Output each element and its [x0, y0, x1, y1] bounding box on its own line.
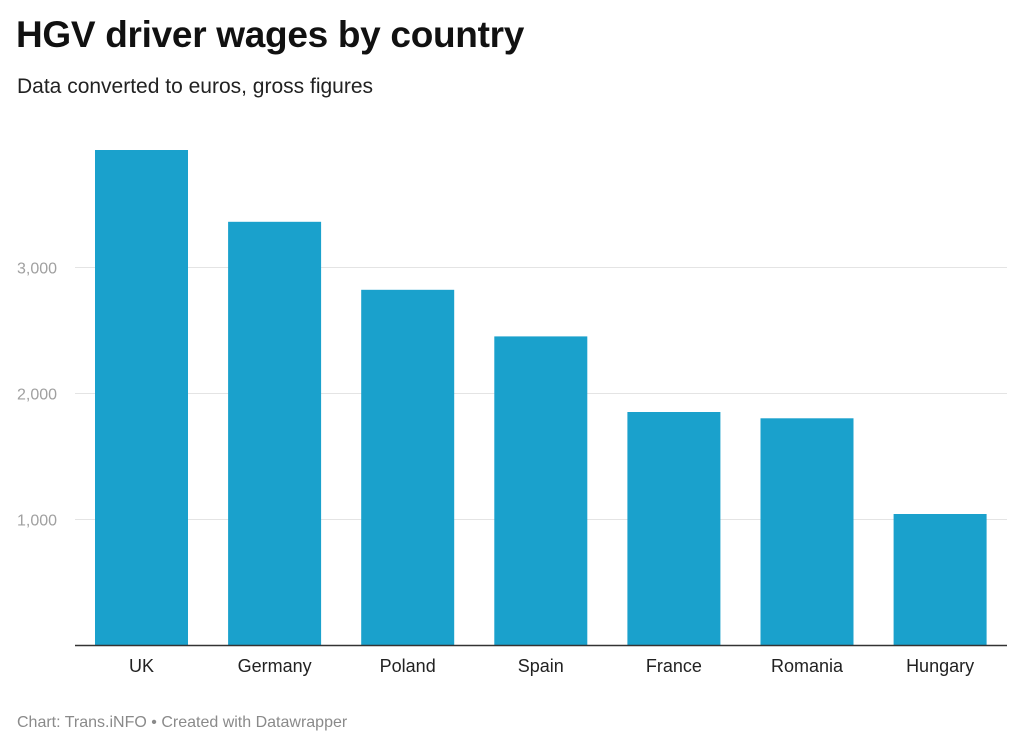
chart-title: HGV driver wages by country [16, 14, 525, 55]
x-tick-label: France [646, 656, 702, 676]
bar-poland [361, 289, 455, 645]
chart-subtitle: Data converted to euros, gross figures [17, 75, 374, 98]
bar-romania [760, 418, 854, 645]
x-tick-label: Poland [380, 656, 436, 676]
y-tick-label: 3,000 [17, 261, 57, 278]
bar-hungary [893, 514, 987, 645]
footer-separator: • [151, 714, 157, 731]
chart-footer: Chart: Trans.iNFO • Created with Datawra… [17, 714, 347, 732]
y-tick-label: 1,000 [17, 513, 57, 530]
tool-credit: Created with Datawrapper [161, 714, 348, 731]
x-tick-label: Spain [518, 656, 564, 676]
bar-spain [494, 336, 588, 645]
x-tick-label: Germany [238, 656, 312, 676]
x-tick-label: UK [129, 656, 154, 676]
bars [95, 150, 987, 646]
x-tick-label: Romania [771, 656, 844, 676]
bar-germany [228, 221, 322, 646]
bar-france [627, 412, 721, 645]
y-tick-label: 2,000 [17, 387, 57, 404]
bar-uk [95, 150, 188, 645]
axis-labels: 1,000 2,000 3,000 UK Germany Poland Spain Franc… [17, 261, 974, 677]
source-credit: Chart: Trans.iNFO [17, 714, 147, 731]
x-tick-label: Hungary [906, 656, 974, 676]
